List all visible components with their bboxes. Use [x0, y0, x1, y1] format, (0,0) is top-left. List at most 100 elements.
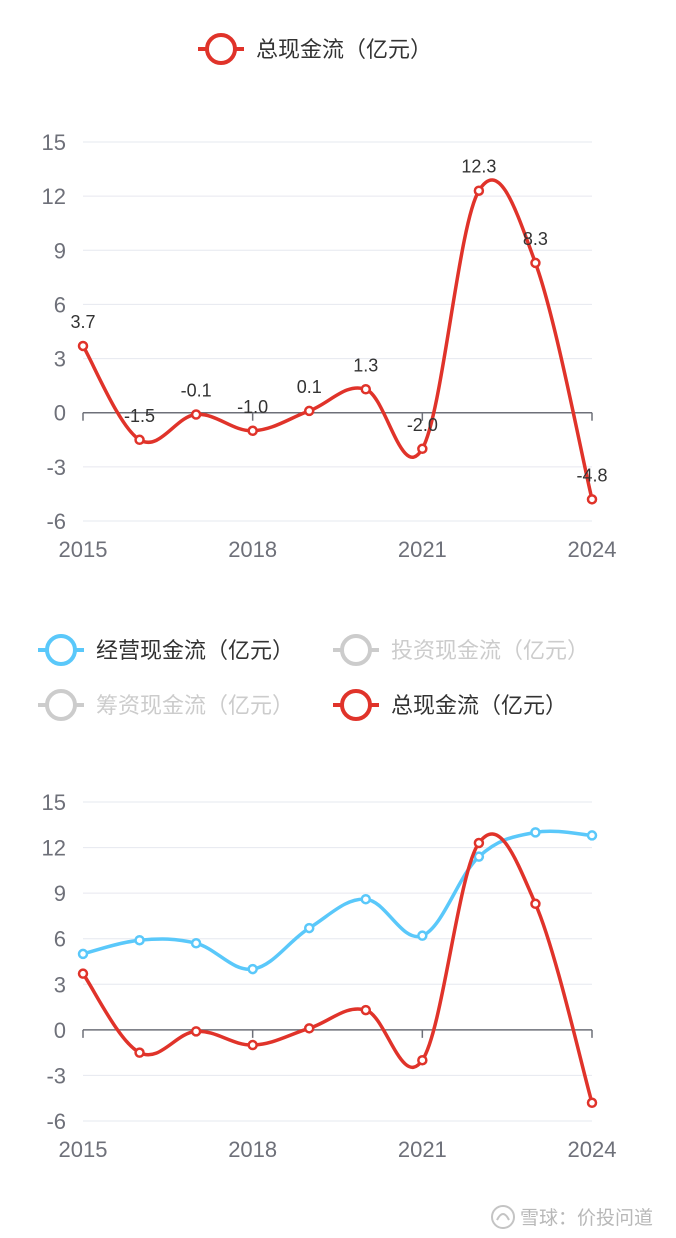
- x-axis: [82, 1029, 593, 1038]
- data-point[interactable]: [417, 443, 428, 455]
- legend-label: 筹资现金流（亿元）: [96, 694, 294, 719]
- data-point[interactable]: [586, 1097, 598, 1109]
- data-point[interactable]: [77, 968, 89, 979]
- data-point[interactable]: [586, 494, 598, 505]
- y-tick-label: 9: [54, 881, 66, 906]
- data-point[interactable]: [360, 893, 372, 905]
- data-point[interactable]: [134, 434, 145, 446]
- data-labels: 3.7 -1.5 -0.1 -1.0 0.1 1.3 -2.0 12.3 8.3 -4.8: [70, 157, 607, 486]
- legend-label: 投资现金流（亿元）: [391, 639, 589, 664]
- y-tick-label: 6: [54, 927, 66, 952]
- y-tick-label: 12: [42, 836, 66, 861]
- data-point[interactable]: [360, 1004, 372, 1016]
- y-tick-label: 15: [42, 130, 66, 155]
- legend-item[interactable]: 投资现金流（亿元）: [333, 634, 589, 666]
- data-point[interactable]: [190, 409, 202, 420]
- y-tick-label: 3: [54, 972, 66, 997]
- series-line: [81, 178, 594, 502]
- y-tick-label: 6: [54, 292, 66, 317]
- x-tick-label: 2015: [59, 537, 108, 562]
- data-label: 3.7: [70, 312, 95, 332]
- chart-total-cashflow: 总现金流（亿元） 15 12 9 6 3 0 -3 -6 2015 2018 2021 2024 3…: [42, 33, 617, 562]
- x-tick-label: 2015: [59, 1137, 108, 1162]
- data-point[interactable]: [530, 257, 541, 269]
- x-axis-ticks: 2015 2018 2021 2024: [59, 1137, 617, 1162]
- legend-item[interactable]: 总现金流（亿元）: [198, 33, 432, 65]
- x-axis: [82, 411, 593, 421]
- data-point[interactable]: [247, 425, 258, 437]
- x-tick-label: 2018: [228, 1137, 277, 1162]
- data-point[interactable]: [586, 830, 598, 841]
- y-tick-label: 3: [54, 347, 66, 372]
- y-tick-label: 9: [54, 238, 66, 263]
- y-tick-label: 15: [42, 790, 66, 815]
- data-point[interactable]: [77, 340, 89, 352]
- data-point[interactable]: [417, 1054, 428, 1066]
- data-point[interactable]: [303, 922, 315, 934]
- snowball-logo-icon: [491, 1205, 515, 1229]
- data-point[interactable]: [303, 1023, 315, 1034]
- x-tick-label: 2021: [398, 537, 447, 562]
- grid: [83, 141, 592, 522]
- y-tick-label: 0: [54, 401, 66, 426]
- data-point[interactable]: [247, 1039, 258, 1051]
- x-axis-ticks: 2015 2018 2021 2024: [59, 537, 617, 562]
- legend-marker-icon: [45, 689, 77, 721]
- data-point[interactable]: [530, 898, 541, 910]
- legend-label: 总现金流（亿元）: [391, 694, 567, 719]
- data-label: -2.0: [407, 415, 438, 435]
- series-line: [81, 832, 594, 1105]
- data-point[interactable]: [303, 405, 315, 417]
- legend: 总现金流（亿元）: [198, 33, 432, 65]
- series: [77, 178, 598, 505]
- y-axis-ticks: 15 12 9 6 3 0 -3 -6: [42, 130, 66, 534]
- data-label: -1.0: [237, 397, 268, 417]
- data-point[interactable]: [417, 930, 428, 941]
- data-label: 12.3: [461, 157, 496, 177]
- legend-marker-icon: [340, 689, 372, 721]
- legend-label: 经营现金流（亿元）: [96, 639, 294, 664]
- data-point[interactable]: [473, 185, 485, 196]
- data-point[interactable]: [134, 1047, 145, 1058]
- data-point[interactable]: [190, 938, 202, 949]
- series-line: [81, 829, 594, 971]
- data-point[interactable]: [77, 948, 89, 960]
- legend-marker-icon: [205, 33, 237, 65]
- data-label: -4.8: [576, 465, 607, 485]
- grid: [83, 801, 592, 1122]
- x-tick-label: 2024: [568, 537, 617, 562]
- data-point[interactable]: [190, 1026, 202, 1037]
- legend-marker-icon: [45, 634, 77, 666]
- legend-item[interactable]: 筹资现金流（亿元）: [38, 689, 294, 721]
- data-point[interactable]: [360, 384, 372, 395]
- y-tick-label: -6: [46, 1109, 66, 1134]
- y-axis-ticks: 15 12 9 6 3 0 -3 -6: [42, 790, 66, 1134]
- data-point[interactable]: [247, 963, 258, 975]
- legend-item[interactable]: 总现金流（亿元）: [333, 689, 567, 721]
- data-label: 8.3: [523, 229, 548, 249]
- legend-marker-icon: [340, 634, 372, 666]
- watermark-text: 雪球：价投问道: [520, 1207, 653, 1229]
- y-tick-label: -3: [46, 455, 66, 480]
- data-label: 1.3: [353, 355, 378, 375]
- series: [77, 827, 598, 1109]
- chart-cashflow-breakdown: 经营现金流（亿元） 投资现金流（亿元） 筹资现金流（亿元） 总现金流（亿元） 15 12…: [38, 634, 617, 1162]
- y-tick-label: -6: [46, 509, 66, 534]
- data-point[interactable]: [473, 851, 485, 862]
- y-tick-label: 0: [54, 1018, 66, 1043]
- data-point[interactable]: [530, 827, 541, 838]
- x-tick-label: 2021: [398, 1137, 447, 1162]
- data-label: -0.1: [181, 381, 212, 401]
- legend: 经营现金流（亿元） 投资现金流（亿元） 筹资现金流（亿元） 总现金流（亿元）: [38, 634, 589, 721]
- data-label: 0.1: [297, 377, 322, 397]
- x-tick-label: 2024: [568, 1137, 617, 1162]
- legend-item[interactable]: 经营现金流（亿元）: [38, 634, 294, 666]
- y-tick-label: 12: [42, 184, 66, 209]
- data-point[interactable]: [473, 837, 485, 849]
- watermark: 雪球：价投问道: [491, 1205, 653, 1229]
- data-label: -1.5: [124, 406, 155, 426]
- data-point[interactable]: [134, 934, 145, 946]
- x-tick-label: 2018: [228, 537, 277, 562]
- legend-label: 总现金流（亿元）: [256, 38, 432, 63]
